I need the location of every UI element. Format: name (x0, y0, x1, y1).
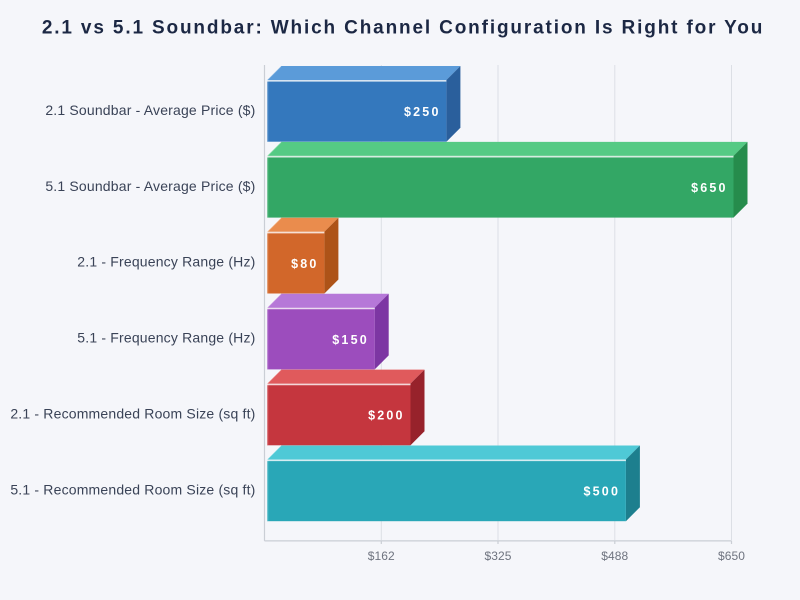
svg-text:5.1 Soundbar - Average Price (: 5.1 Soundbar - Average Price ($) (45, 178, 255, 194)
svg-text:$500: $500 (583, 485, 620, 499)
svg-text:2.1 - Recommended Room Size (s: 2.1 - Recommended Room Size (sq ft) (10, 405, 255, 421)
svg-text:$150: $150 (332, 333, 369, 347)
svg-text:2.1 vs 5.1 Soundbar: Which Cha: 2.1 vs 5.1 Soundbar: Which Channel Confi… (42, 18, 764, 39)
svg-text:$200: $200 (368, 409, 405, 423)
svg-text:$650: $650 (691, 181, 728, 195)
svg-text:2.1 Soundbar - Average Price (: 2.1 Soundbar - Average Price ($) (45, 102, 255, 118)
svg-text:$650: $650 (718, 549, 745, 563)
svg-text:$250: $250 (404, 105, 441, 119)
svg-text:2.1 - Frequency Range (Hz): 2.1 - Frequency Range (Hz) (77, 254, 255, 270)
svg-text:$325: $325 (484, 549, 511, 563)
svg-text:$162: $162 (368, 549, 395, 563)
svg-text:5.1 - Frequency Range (Hz): 5.1 - Frequency Range (Hz) (77, 330, 255, 346)
svg-text:5.1 - Recommended Room Size (s: 5.1 - Recommended Room Size (sq ft) (10, 481, 255, 497)
svg-text:$80: $80 (291, 257, 318, 271)
svg-text:$488: $488 (601, 549, 628, 563)
